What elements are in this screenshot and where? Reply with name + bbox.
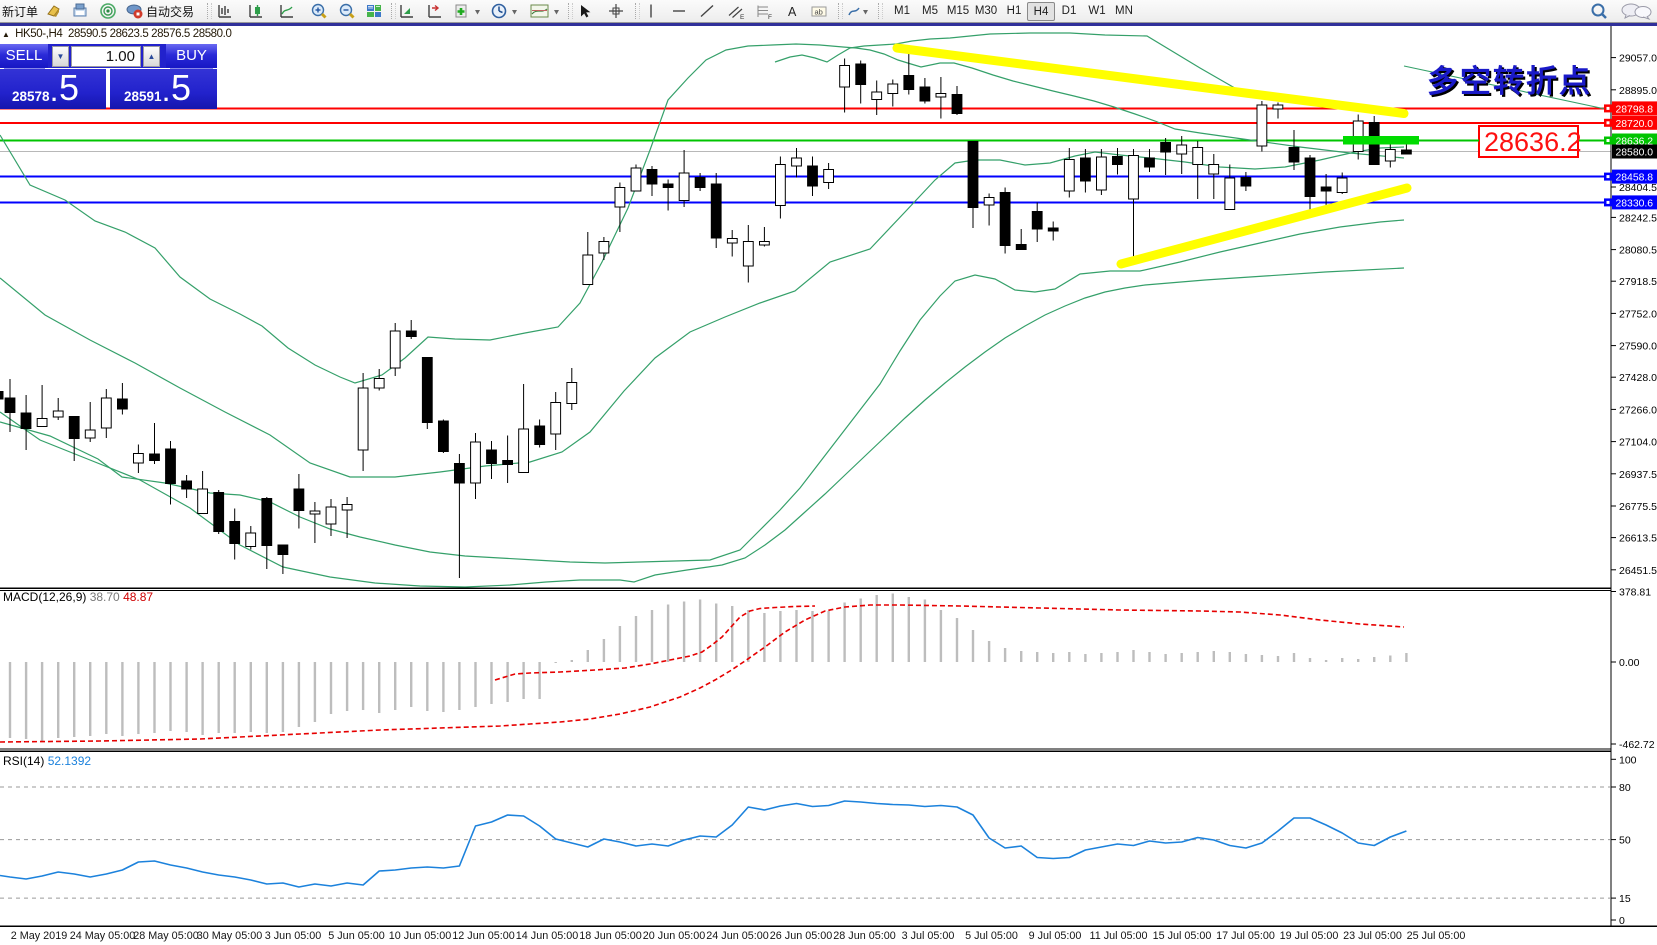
svg-text:2 May 2019: 2 May 2019 [11, 930, 67, 942]
svg-text:28720.0: 28720.0 [1616, 119, 1654, 130]
svg-text:28636.2: 28636.2 [1484, 127, 1582, 157]
svg-text:28458.8: 28458.8 [1616, 173, 1654, 184]
svg-text:MACD(12,26,9) 38.70 48.87: MACD(12,26,9) 38.70 48.87 [3, 590, 153, 604]
svg-text:23 Jul 05:00: 23 Jul 05:00 [1343, 930, 1402, 942]
svg-text:27752.0: 27752.0 [1619, 308, 1657, 320]
svg-text:26451.5: 26451.5 [1619, 565, 1657, 577]
svg-text:28242.5: 28242.5 [1619, 212, 1657, 224]
svg-text:F: F [768, 14, 772, 20]
svg-text:10 Jun 05:00: 10 Jun 05:00 [389, 930, 451, 942]
svg-text:26937.5: 26937.5 [1619, 469, 1657, 481]
svg-text:5 Jul 05:00: 5 Jul 05:00 [965, 930, 1018, 942]
svg-text:28895.0: 28895.0 [1619, 85, 1657, 97]
svg-text:3 Jun 05:00: 3 Jun 05:00 [265, 930, 321, 942]
svg-text:0: 0 [1619, 915, 1625, 927]
svg-text:27590.0: 27590.0 [1619, 341, 1657, 353]
svg-text:19 Jul 05:00: 19 Jul 05:00 [1280, 930, 1339, 942]
svg-text:30 May 05:00: 30 May 05:00 [197, 930, 262, 942]
svg-text:26775.5: 26775.5 [1619, 501, 1657, 513]
svg-text:28080.5: 28080.5 [1619, 245, 1657, 257]
svg-text:18 Jun 05:00: 18 Jun 05:00 [579, 930, 641, 942]
svg-text:11 Jul 05:00: 11 Jul 05:00 [1089, 930, 1147, 942]
svg-text:100: 100 [1619, 754, 1637, 766]
svg-text:24 May 05:00: 24 May 05:00 [70, 930, 135, 942]
svg-text:E: E [740, 14, 745, 20]
svg-text:0.00: 0.00 [1619, 657, 1640, 669]
svg-text:20 Jun 05:00: 20 Jun 05:00 [643, 930, 705, 942]
svg-text:14 Jun 05:00: 14 Jun 05:00 [516, 930, 578, 942]
svg-text:3 Jul 05:00: 3 Jul 05:00 [902, 930, 955, 942]
svg-text:27104.0: 27104.0 [1619, 437, 1657, 449]
svg-text:378.81: 378.81 [1619, 587, 1651, 599]
svg-text:15 Jul 05:00: 15 Jul 05:00 [1153, 930, 1212, 942]
svg-text:29057.0: 29057.0 [1619, 53, 1657, 65]
svg-text:28798.8: 28798.8 [1616, 104, 1654, 115]
svg-text:12 Jun 05:00: 12 Jun 05:00 [452, 930, 514, 942]
svg-text:-462.72: -462.72 [1619, 739, 1655, 751]
svg-text:25 Jul 05:00: 25 Jul 05:00 [1407, 930, 1466, 942]
svg-text:RSI(14) 52.1392: RSI(14) 52.1392 [3, 754, 91, 768]
svg-text:27266.0: 27266.0 [1619, 404, 1657, 416]
svg-text:26 Jun 05:00: 26 Jun 05:00 [770, 930, 832, 942]
svg-text:17 Jul 05:00: 17 Jul 05:00 [1216, 930, 1275, 942]
svg-text:28636.2: 28636.2 [1616, 137, 1654, 148]
svg-text:A: A [788, 5, 797, 19]
svg-text:28580.0: 28580.0 [1616, 148, 1654, 159]
svg-text:28 Jun 05:00: 28 Jun 05:00 [833, 930, 895, 942]
svg-text:ab: ab [815, 8, 823, 17]
svg-text:28 May 05:00: 28 May 05:00 [133, 930, 198, 942]
svg-text:26613.5: 26613.5 [1619, 533, 1657, 545]
svg-text:多空转折点: 多空转折点 [1427, 64, 1592, 99]
svg-text:27918.5: 27918.5 [1619, 276, 1657, 288]
svg-text:24 Jun 05:00: 24 Jun 05:00 [706, 930, 768, 942]
svg-text:15: 15 [1619, 893, 1631, 905]
svg-text:9 Jul 05:00: 9 Jul 05:00 [1029, 930, 1082, 942]
svg-text:28330.6: 28330.6 [1616, 198, 1654, 209]
svg-text:80: 80 [1619, 782, 1631, 794]
svg-text:50: 50 [1619, 835, 1631, 847]
svg-text:27428.0: 27428.0 [1619, 372, 1657, 384]
svg-text:28404.5: 28404.5 [1619, 182, 1657, 194]
svg-text:5 Jun 05:00: 5 Jun 05:00 [328, 930, 384, 942]
